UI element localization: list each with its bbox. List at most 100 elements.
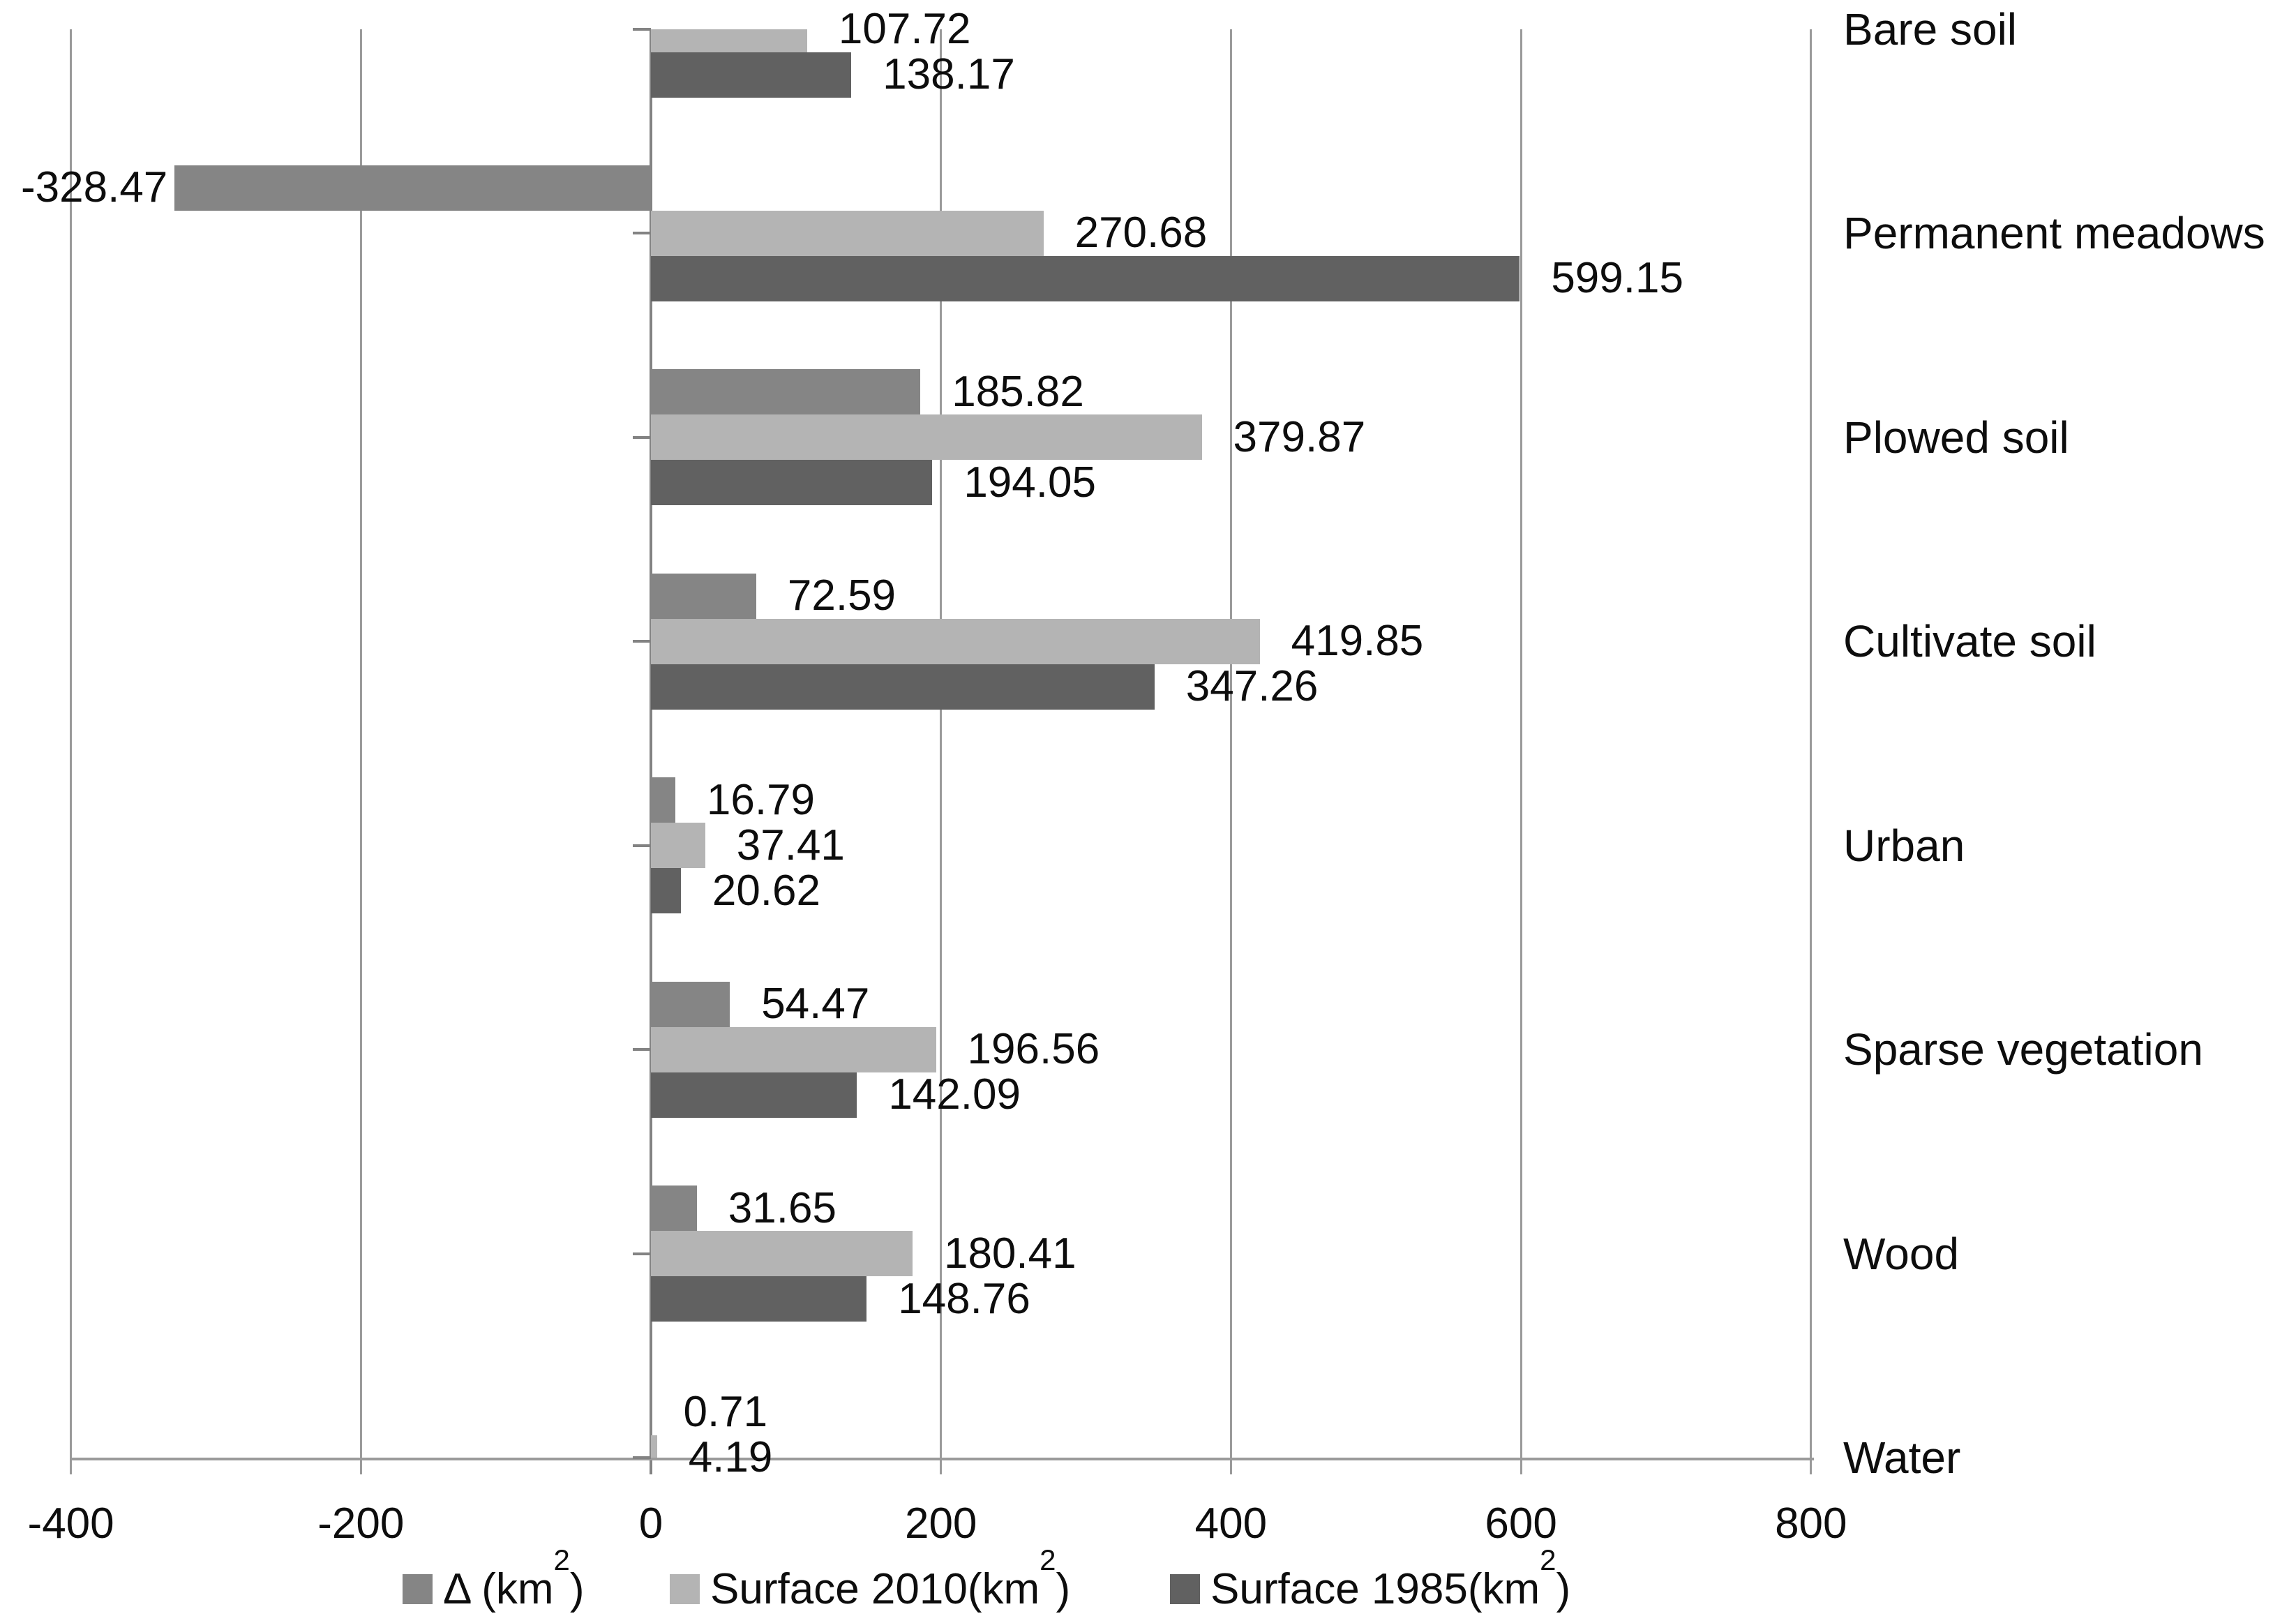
legend-item: Surface 1985(km2) xyxy=(1170,1546,1571,1613)
category-tick xyxy=(633,435,651,439)
x-tick-label: 0 xyxy=(638,1499,663,1548)
data-label: 138.17 xyxy=(883,50,1015,98)
category-tick xyxy=(633,28,651,31)
bar-surface1985km2-cultivate-soil xyxy=(651,664,1155,710)
bar-surface2010km2-plowed-soil xyxy=(651,414,1202,461)
gridline xyxy=(1520,29,1522,1458)
bar-surface1985km2-sparse-vegetation xyxy=(651,1072,857,1118)
data-label: 599.15 xyxy=(1551,254,1683,303)
bar-km2-plowed-soil xyxy=(651,369,921,415)
x-tick-label: 800 xyxy=(1775,1499,1847,1548)
data-label: 180.41 xyxy=(943,1229,1076,1278)
data-label: 31.65 xyxy=(728,1183,836,1232)
category-axis-line xyxy=(650,29,652,1474)
data-label: 379.87 xyxy=(1233,412,1366,461)
data-label: 37.41 xyxy=(736,821,845,869)
bar-km2-urban xyxy=(651,777,675,823)
data-label: -328.47 xyxy=(21,163,168,212)
legend-label-superscript: 2 xyxy=(1540,1543,1556,1577)
category-tick xyxy=(633,1456,651,1459)
gridline xyxy=(1810,29,1813,1458)
data-label: 107.72 xyxy=(838,5,971,53)
bar-surface2010km2-cultivate-soil xyxy=(651,618,1260,664)
x-tick-label: -400 xyxy=(27,1499,114,1548)
category-tick xyxy=(633,232,651,235)
value-axis-tick xyxy=(940,1458,943,1474)
data-label: 16.79 xyxy=(706,775,816,824)
data-label: 20.62 xyxy=(712,866,820,915)
legend-label-text: ) xyxy=(1556,1565,1571,1613)
category-label: Wood xyxy=(1843,1228,1960,1279)
category-label: Permanent meadows xyxy=(1843,208,2265,259)
category-tick xyxy=(633,1048,651,1052)
data-label: 185.82 xyxy=(952,367,1084,416)
data-label: 270.68 xyxy=(1074,209,1208,257)
value-axis-tick xyxy=(70,1458,73,1474)
data-label: 196.56 xyxy=(967,1025,1100,1074)
legend-label-text: ) xyxy=(569,1565,585,1613)
bar-surface2010km2-urban xyxy=(651,823,705,869)
data-label: 4.19 xyxy=(688,1433,773,1481)
legend-swatch-icon xyxy=(1170,1574,1200,1604)
category-label: Bare soil xyxy=(1843,4,2017,54)
gridline xyxy=(940,29,943,1458)
value-axis-tick xyxy=(1520,1458,1522,1474)
bar-surface1985km2-urban xyxy=(651,868,681,914)
gridline xyxy=(1229,29,1232,1458)
category-tick xyxy=(633,844,651,847)
data-label: 54.47 xyxy=(761,980,870,1029)
category-label: Water xyxy=(1843,1433,1961,1483)
bar-surface2010km2-bare-soil xyxy=(651,29,807,52)
category-label: Urban xyxy=(1843,820,1965,871)
legend-item: Δ (km2) xyxy=(403,1546,585,1613)
bar-km2-wood xyxy=(651,1186,697,1232)
gridline xyxy=(359,29,362,1458)
data-label: 72.59 xyxy=(787,571,896,620)
bar-surface2010km2-sparse-vegetation xyxy=(651,1026,936,1072)
bar-surface1985km2-permanent-meadows xyxy=(651,255,1520,301)
bar-km2-sparse-vegetation xyxy=(651,981,730,1027)
category-tick xyxy=(633,640,651,643)
legend-label-text: Surface 2010(km xyxy=(710,1565,1040,1613)
x-tick-label: 200 xyxy=(904,1499,977,1548)
data-label: 194.05 xyxy=(963,458,1096,507)
gridline xyxy=(70,29,73,1458)
legend-item: Surface 2010(km2) xyxy=(670,1546,1071,1613)
legend-label-text: Δ (km xyxy=(443,1565,554,1613)
bar-surface1985km2-bare-soil xyxy=(651,52,852,98)
x-tick-label: 600 xyxy=(1485,1499,1557,1548)
bar-surface2010km2-permanent-meadows xyxy=(651,210,1044,256)
legend-label-text: Surface 1985(km xyxy=(1210,1565,1540,1613)
legend-label-superscript: 2 xyxy=(553,1543,570,1577)
bar-km2-water xyxy=(651,1389,652,1435)
bar-km2-permanent-meadows xyxy=(174,165,651,211)
category-label: Cultivate soil xyxy=(1843,616,2096,667)
bar-surface1985km2-plowed-soil xyxy=(651,460,933,506)
value-axis-tick xyxy=(359,1458,362,1474)
data-label: 347.26 xyxy=(1185,662,1319,711)
value-axis-line xyxy=(69,1458,1814,1460)
category-label: Plowed soil xyxy=(1843,412,2069,463)
legend-label: Δ (km2) xyxy=(443,1546,585,1613)
legend-swatch-icon xyxy=(670,1574,700,1604)
bar-km2-cultivate-soil xyxy=(651,573,756,619)
x-tick-label: -200 xyxy=(317,1499,405,1548)
legend-label: Surface 1985(km2) xyxy=(1210,1546,1571,1613)
legend-label-text: ) xyxy=(1056,1565,1071,1613)
category-tick xyxy=(633,1252,651,1255)
category-label: Sparse vegetation xyxy=(1843,1024,2203,1075)
legend-swatch-icon xyxy=(403,1574,433,1604)
data-label: 419.85 xyxy=(1291,617,1424,666)
bar-surface2010km2-wood xyxy=(651,1231,913,1277)
data-label: 148.76 xyxy=(898,1274,1030,1323)
value-axis-tick xyxy=(1229,1458,1232,1474)
value-axis-tick xyxy=(1810,1458,1813,1474)
bar-surface1985km2-wood xyxy=(651,1276,867,1322)
data-label: 142.09 xyxy=(888,1070,1021,1119)
x-tick-label: 400 xyxy=(1194,1499,1268,1548)
legend-label: Surface 2010(km2) xyxy=(710,1546,1071,1613)
bar-surface2010km2-water xyxy=(651,1435,657,1458)
legend-label-superscript: 2 xyxy=(1040,1543,1056,1577)
data-label: 0.71 xyxy=(683,1388,768,1436)
